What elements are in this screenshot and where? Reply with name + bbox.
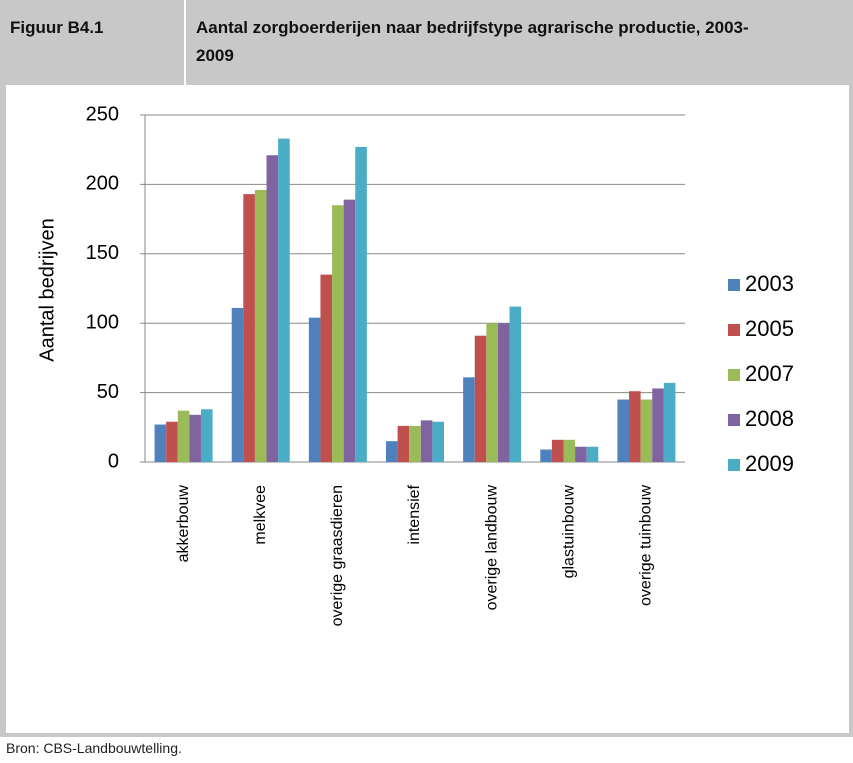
bar <box>617 399 630 462</box>
legend-swatch <box>728 324 740 336</box>
bar <box>231 307 244 462</box>
bar <box>509 306 522 462</box>
y-tick-label: 100 <box>86 311 119 333</box>
bar <box>189 414 201 462</box>
bar <box>463 377 475 462</box>
legend-swatch <box>728 459 740 471</box>
bar <box>420 420 433 462</box>
legend-swatch <box>728 414 740 426</box>
bar <box>540 449 552 462</box>
x-tick-label: melkvee <box>252 485 269 545</box>
bar <box>397 425 410 462</box>
source-note: Bron: CBS-Landbouwtelling. <box>6 740 182 756</box>
bar <box>200 409 213 462</box>
x-tick-label: akkerbouw <box>175 485 192 563</box>
chart: Aantal bedrijven 0 50 100 150 200 250 akkerbou… <box>36 103 794 626</box>
bar <box>563 439 576 462</box>
legend-swatch <box>728 369 740 381</box>
figure-title: Aantal zorgboerderijen naar bedrijfstype… <box>186 0 853 85</box>
bar <box>652 388 664 462</box>
legend-swatch <box>728 279 740 291</box>
legend-label: 2003 <box>745 271 794 296</box>
legend-label: 2009 <box>745 451 794 476</box>
bar <box>663 382 676 462</box>
bar <box>266 155 279 462</box>
bar <box>386 441 398 462</box>
y-tick-label: 250 <box>86 103 119 125</box>
bar <box>575 446 587 462</box>
bar <box>409 425 421 462</box>
x-tick-label: overige landbouw <box>483 485 500 611</box>
chart-frame <box>0 85 853 737</box>
bar <box>474 335 487 462</box>
bar <box>355 146 367 462</box>
bar <box>629 391 641 462</box>
y-tick-label: 200 <box>86 173 119 195</box>
legend-label: 2005 <box>745 316 794 341</box>
bar <box>308 317 321 462</box>
y-axis-label: Aantal bedrijven <box>36 218 58 361</box>
bar <box>254 189 267 462</box>
bar <box>640 399 653 462</box>
bar <box>177 410 190 462</box>
bar <box>586 446 599 462</box>
bar <box>432 421 444 462</box>
bar <box>497 323 510 462</box>
bar <box>332 205 344 462</box>
bar <box>243 194 255 462</box>
y-tick-label: 50 <box>97 381 119 403</box>
figure-label: Figuur B4.1 <box>0 0 184 85</box>
bar <box>278 138 290 462</box>
legend-label: 2007 <box>745 361 794 386</box>
bar <box>486 323 498 462</box>
y-tick-label: 0 <box>108 450 119 472</box>
x-tick-label: glastuinbouw <box>561 485 578 579</box>
bar <box>154 424 167 462</box>
y-tick-label: 150 <box>86 242 119 264</box>
bar <box>320 274 333 462</box>
bar <box>166 421 178 462</box>
x-tick-label: overige graasdieren <box>329 485 346 626</box>
bar <box>343 199 356 462</box>
bar <box>551 439 564 462</box>
x-tick-label: intensief <box>406 484 423 544</box>
legend-label: 2008 <box>745 406 794 431</box>
x-tick-label: overige tuinbouw <box>638 485 655 606</box>
